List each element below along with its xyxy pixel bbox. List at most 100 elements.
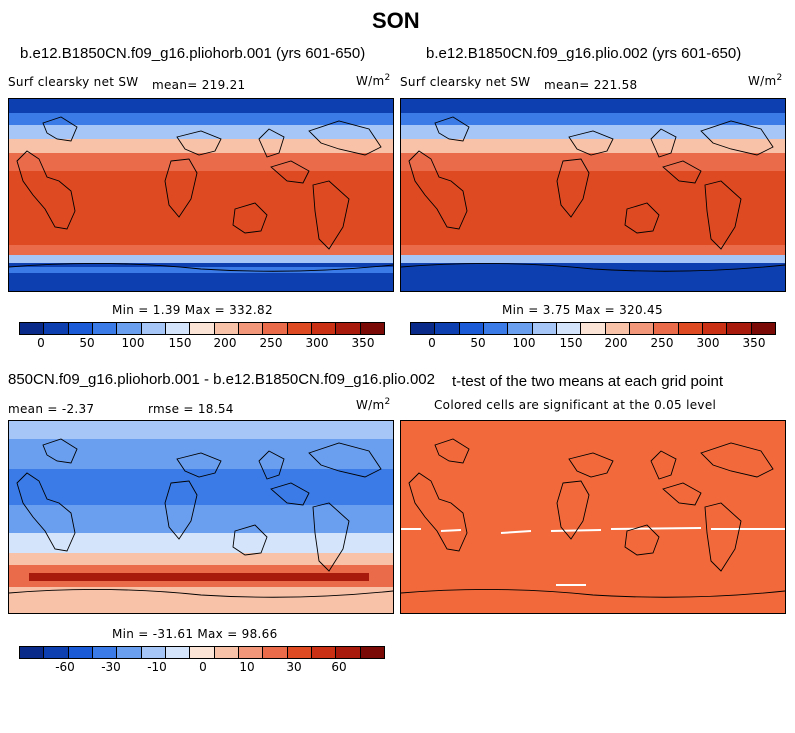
panel1-colorbar-cell: [238, 323, 264, 334]
panel3-colorbar: [19, 646, 385, 659]
panel1-case-title: b.e12.B1850CN.f09_g16.pliohorb.001 (yrs …: [20, 45, 366, 62]
panel2-tick-label: 50: [470, 336, 486, 350]
panel3-tick-label: 0: [199, 660, 207, 674]
panel2-tick-label: 350: [742, 336, 766, 350]
panel2-variable-label: Surf clearsky net SW: [400, 75, 531, 89]
panel2-colorbar-cell: [556, 323, 582, 334]
panel2-tick-label: 250: [650, 336, 674, 350]
panel3-colorbar-cell: [214, 647, 239, 658]
panel2-colorbar-cell: [459, 323, 484, 334]
panel1-colorbar-cell: [20, 323, 45, 334]
panel2-colorbar-cell: [532, 323, 557, 334]
panel1-colorbar-cell: [263, 323, 288, 334]
panel3-colorbar-cell: [68, 647, 93, 658]
panel3-colorbar-cell: [263, 647, 288, 658]
panel1-tick-label: 200: [213, 336, 237, 350]
panel2-colorbar-ticks: 0 50 100 150 200 250 300 350: [410, 336, 774, 350]
panel3-tick-label: 30: [286, 660, 302, 674]
panel2-tick-label: 200: [604, 336, 628, 350]
panel3-colorbar-cell: [20, 647, 45, 658]
panel1-colorbar-cell: [92, 323, 118, 334]
panel3-colorbar-cell: [360, 647, 384, 658]
panel2-tick-label: 300: [696, 336, 720, 350]
panel3-colorbar-cell: [287, 647, 312, 658]
panel1-colorbar-cell: [165, 323, 191, 334]
panel1-colorbar-cell: [190, 323, 215, 334]
panel1-colorbar-cell: [214, 323, 239, 334]
panel1-colorbar: [19, 322, 385, 335]
panel2-units-base: W/m: [748, 74, 777, 88]
panel2-colorbar-cell: [727, 323, 752, 334]
panel1-colorbar-cell: [141, 323, 166, 334]
panel2-colorbar-cell: [605, 323, 630, 334]
panel1-minmax: Min = 1.39 Max = 332.82: [112, 303, 273, 317]
panel3-units-base: W/m: [356, 398, 385, 412]
panel2-colorbar-cell: [702, 323, 728, 334]
panel1-colorbar-cell: [68, 323, 93, 334]
panel4-subtitle: Colored cells are significant at the 0.0…: [434, 398, 717, 412]
panel1-units: W/m2: [356, 73, 391, 88]
panel3-units-exponent: 2: [384, 397, 391, 407]
panel1-variable-label: Surf clearsky net SW: [8, 75, 139, 89]
panel2-colorbar-cell: [654, 323, 679, 334]
panel1-colorbar-cell: [287, 323, 312, 334]
panel1-tick-label: 250: [259, 336, 283, 350]
panel3-tick-label: 60: [331, 660, 347, 674]
panel3-tick-label: -30: [101, 660, 121, 674]
panel2-map-svg: [401, 99, 785, 291]
panel1-tick-label: 100: [121, 336, 145, 350]
panel1-map: [8, 98, 394, 292]
panel2-colorbar-cell: [751, 323, 775, 334]
panel1-mean-label: mean= 219.21: [152, 78, 246, 92]
panel3-colorbar-cell: [165, 647, 191, 658]
panel3-colorbar-cell: [117, 647, 142, 658]
panel3-colorbar-cell: [311, 647, 337, 658]
panel2-tick-label: 0: [428, 336, 436, 350]
panel4-title: t-test of the two means at each grid poi…: [452, 373, 723, 390]
panel3-mean-label: mean = -2.37: [8, 402, 95, 416]
panel1-colorbar-cell: [360, 323, 384, 334]
panel2-map: [400, 98, 786, 292]
panel1-units-base: W/m: [356, 74, 385, 88]
panel1-units-exponent: 2: [384, 73, 391, 83]
panel3-units: W/m2: [356, 397, 391, 412]
panel2-tick-label: 150: [559, 336, 583, 350]
panel1-tick-label: 350: [351, 336, 375, 350]
panel3-colorbar-cell: [190, 647, 215, 658]
panel3-map-svg: [9, 421, 393, 613]
panel3-colorbar-ticks: -60 -30 -10 0 10 30 60: [19, 660, 383, 674]
panel1-tick-label: 0: [37, 336, 45, 350]
panel2-case-title: b.e12.B1850CN.f09_g16.plio.002 (yrs 601-…: [426, 45, 742, 62]
panel3-rmse-label: rmse = 18.54: [148, 402, 234, 416]
panel2-colorbar-cell: [629, 323, 655, 334]
panel4-map: [400, 420, 786, 614]
panel2-units-exponent: 2: [776, 73, 783, 83]
panel1-colorbar-cell: [117, 323, 142, 334]
panel2-units: W/m2: [748, 73, 783, 88]
panel3-tick-label: 10: [239, 660, 255, 674]
panel1-tick-label: 50: [79, 336, 95, 350]
panel3-tick-label: -10: [147, 660, 167, 674]
panel1-colorbar-ticks: 0 50 100 150 200 250 300 350: [19, 336, 383, 350]
panel3-minmax: Min = -31.61 Max = 98.66: [112, 627, 278, 641]
panel2-colorbar-cell: [435, 323, 460, 334]
panel2-colorbar-cell: [678, 323, 703, 334]
panel3-tick-label: -60: [55, 660, 75, 674]
panel1-colorbar-cell: [311, 323, 337, 334]
panel2-colorbar-cell: [483, 323, 509, 334]
panel2-mean-label: mean= 221.58: [544, 78, 638, 92]
panel3-case-title: 850CN.f09_g16.pliohorb.001 - b.e12.B1850…: [8, 371, 435, 388]
panel3-colorbar-cell: [336, 647, 361, 658]
panel2-colorbar-cell: [508, 323, 533, 334]
panel1-map-svg: [9, 99, 393, 291]
panel2-colorbar-cell: [581, 323, 606, 334]
panel1-colorbar-cell: [44, 323, 69, 334]
panel1-tick-label: 150: [168, 336, 192, 350]
panel4-map-svg: [401, 421, 785, 613]
figure-title: SON: [372, 8, 420, 33]
panel3-colorbar-cell: [238, 647, 264, 658]
panel2-tick-label: 100: [512, 336, 536, 350]
panel2-colorbar-cell: [411, 323, 436, 334]
panel3-colorbar-cell: [44, 647, 69, 658]
panel3-colorbar-cell: [141, 647, 166, 658]
